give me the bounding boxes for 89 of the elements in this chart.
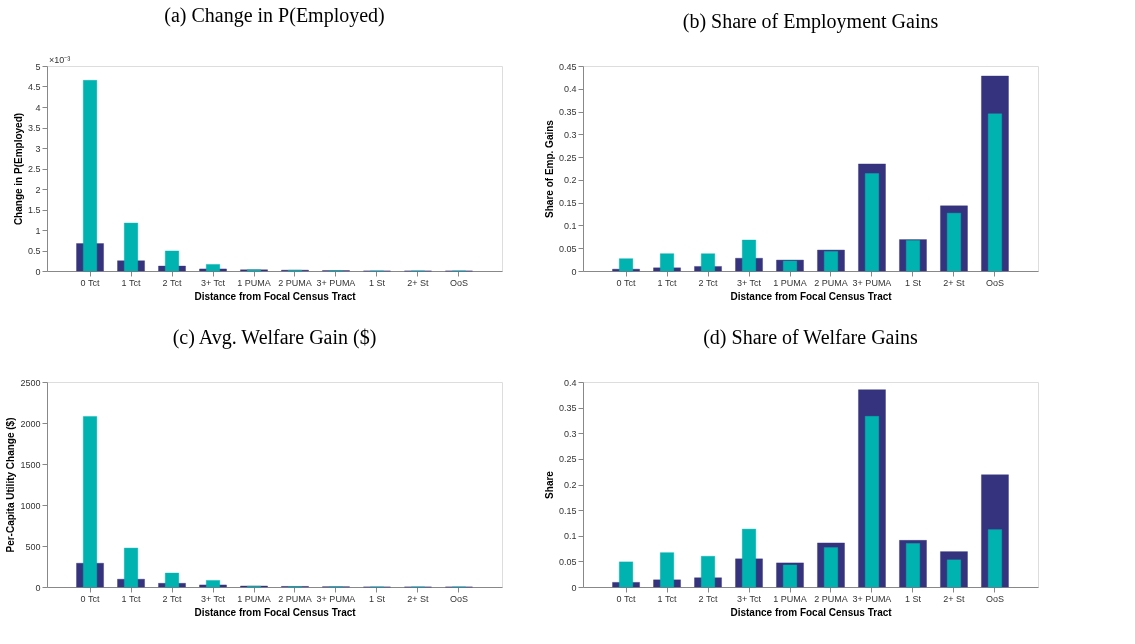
x-axis-title: Distance from Focal Census Tract <box>194 606 357 618</box>
y-tick-label: 0.35 <box>558 403 577 414</box>
y-tick-label: 0.2 <box>563 480 577 490</box>
x-tick-label: 3+ PUMA <box>316 277 356 288</box>
y-tick-label: 0.2 <box>563 175 577 186</box>
y-tick-label: 1000 <box>20 500 41 511</box>
y-tick-label: 0.3 <box>563 129 577 140</box>
x-tick-label: 1 Tct <box>121 593 141 604</box>
x-tick-label: 1 Tct <box>121 277 141 288</box>
y-tick-label: 0 <box>35 582 41 593</box>
x-tick-label: 2+ St <box>407 277 430 288</box>
x-tick-label: 1 PUMA <box>773 277 807 288</box>
x-axis-title: Distance from Focal Census Tract <box>194 290 357 302</box>
y-tick-label: 0 <box>571 582 577 593</box>
y-tick-label: 0.15 <box>558 505 577 516</box>
y-tick-label: 4.5 <box>27 82 41 92</box>
y-tick-label: 1500 <box>20 459 41 470</box>
y-tick-label: 0.15 <box>558 198 577 209</box>
x-tick-label: 2 Tct <box>162 593 182 604</box>
x-tick-label: 2 PUMA <box>814 593 848 604</box>
y-tick-label: 0.05 <box>558 243 577 254</box>
y-axis-title: Per-Capita Utility Change ($) <box>5 417 17 553</box>
x-tick-label: 2+ St <box>407 593 430 604</box>
x-tick-label: 0 Tct <box>616 593 636 604</box>
y-tick-label: 0.05 <box>558 556 577 567</box>
x-tick-label: 1 St <box>904 593 922 604</box>
x-tick-label: 1 PUMA <box>237 277 271 288</box>
x-tick-label: OoS <box>985 277 1004 288</box>
y-tick-label: 2 <box>35 184 41 195</box>
y-tick-label: 0.45 <box>558 61 577 72</box>
x-tick-label: 1 PUMA <box>237 593 271 604</box>
y-axis-title: Share <box>543 470 555 499</box>
y-tick-label: 0 <box>35 266 41 277</box>
x-tick-label: 1 Tct <box>657 277 677 288</box>
x-tick-label: 3+ Tct <box>200 277 226 288</box>
y-tick-label: 0.4 <box>563 84 577 95</box>
x-tick-label: OoS <box>449 593 468 604</box>
y-tick-label: 0.3 <box>563 428 577 439</box>
y-tick-label: 0.1 <box>563 531 577 542</box>
x-tick-label: 3+ PUMA <box>316 593 356 604</box>
x-tick-label: 0 Tct <box>616 277 636 288</box>
y-tick-label: 2500 <box>20 377 41 388</box>
x-tick-label: 1 PUMA <box>773 593 807 604</box>
y-tick-label: 2.5 <box>27 164 41 174</box>
x-tick-label: 2 Tct <box>698 277 718 288</box>
y-axis-title: Change in P(Employed) <box>12 112 24 226</box>
x-tick-label: 2 PUMA <box>278 277 312 288</box>
chart-title: (b) Share of Employment Gains <box>682 10 939 33</box>
x-tick-label: 2 Tct <box>698 593 718 604</box>
x-tick-label: 3+ Tct <box>736 593 762 604</box>
y-axis-title: Share of Emp. Gains <box>543 119 555 218</box>
x-tick-label: 1 Tct <box>657 593 677 604</box>
text: ×10⁻³ <box>49 55 71 65</box>
y-tick-label: 5 <box>35 61 41 72</box>
y-tick-label: 0.5 <box>27 246 41 256</box>
y-tick-label: 0.4 <box>563 377 577 388</box>
x-tick-label: 3+ PUMA <box>852 277 892 288</box>
y-tick-label: 4 <box>35 102 41 113</box>
x-tick-label: 3+ Tct <box>200 593 226 604</box>
x-tick-label: 0 Tct <box>80 593 100 604</box>
x-tick-label: 1 St <box>904 277 922 288</box>
x-tick-label: 3+ Tct <box>736 277 762 288</box>
y-tick-label: 0.1 <box>563 220 577 231</box>
y-tick-label: 0.35 <box>558 107 577 118</box>
x-axis-title: Distance from Focal Census Tract <box>730 606 893 618</box>
x-tick-label: 2+ St <box>943 593 966 604</box>
x-tick-label: 3+ PUMA <box>852 593 892 604</box>
y-tick-label: 3.5 <box>27 123 41 133</box>
y-tick-label: 3 <box>35 143 41 154</box>
x-tick-label: 2 PUMA <box>814 277 848 288</box>
x-tick-label: 1 St <box>368 593 386 604</box>
chart-title: (a) Change in P(Employed) <box>164 4 385 27</box>
chart-title: (d) Share of Welfare Gains <box>703 326 919 349</box>
x-tick-label: OoS <box>985 593 1004 604</box>
x-axis-title: Distance from Focal Census Tract <box>730 290 893 302</box>
x-tick-label: OoS <box>449 277 468 288</box>
y-tick-label: 1 <box>35 225 41 236</box>
y-tick-label: 500 <box>25 541 41 552</box>
y-tick-label: 1.5 <box>27 205 41 215</box>
x-tick-label: 2+ St <box>943 277 966 288</box>
x-tick-label: 1 St <box>368 277 386 288</box>
y-tick-label: 0.25 <box>558 152 577 163</box>
x-tick-label: 2 PUMA <box>278 593 312 604</box>
chart-title: (c) Avg. Welfare Gain ($) <box>172 326 377 349</box>
y-tick-label: 0 <box>571 266 577 277</box>
y-tick-label: 0.25 <box>558 454 577 465</box>
y-tick-label: 2000 <box>20 418 41 429</box>
x-tick-label: 2 Tct <box>162 277 182 288</box>
x-tick-label: 0 Tct <box>80 277 100 288</box>
